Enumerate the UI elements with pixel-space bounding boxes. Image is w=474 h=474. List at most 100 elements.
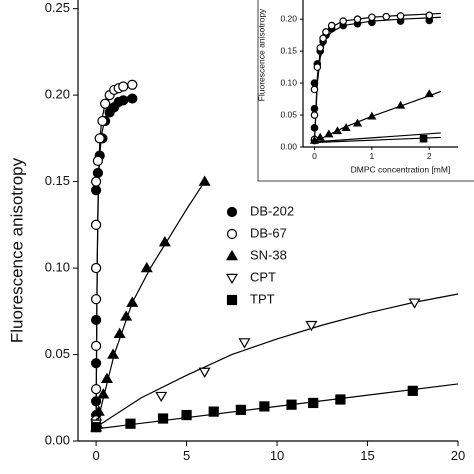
marker xyxy=(316,44,325,52)
marker xyxy=(424,89,434,98)
marker xyxy=(407,385,418,396)
fit-line xyxy=(95,94,133,429)
marker xyxy=(367,111,377,120)
marker xyxy=(396,100,406,109)
marker xyxy=(327,21,336,30)
marker xyxy=(97,115,108,127)
marker xyxy=(118,81,129,92)
x-tick-label: 10 xyxy=(270,448,284,463)
marker xyxy=(319,34,327,43)
marker xyxy=(425,11,434,20)
marker xyxy=(126,296,139,307)
y-tick-label: 0.05 xyxy=(280,109,297,119)
marker xyxy=(322,28,330,36)
x-axis-label: DMPC concentration [mM] xyxy=(351,164,451,174)
marker xyxy=(238,338,251,349)
marker xyxy=(235,404,246,415)
legend-label: SN-38 xyxy=(250,247,287,262)
x-tick-label: 0 xyxy=(312,151,317,161)
marker xyxy=(90,294,102,305)
x-tick-label: 15 xyxy=(360,448,374,463)
marker xyxy=(181,409,192,421)
legend: DB-202 DB-67 SN-38 CPT TPT xyxy=(226,203,294,306)
fit-line xyxy=(95,293,459,428)
marker xyxy=(226,249,238,261)
marker xyxy=(125,418,136,429)
marker xyxy=(286,399,297,410)
marker xyxy=(226,273,238,285)
marker xyxy=(155,391,168,403)
fit-line xyxy=(96,383,459,430)
marker xyxy=(315,132,325,141)
main-chart: 0.000.050.100.150.200.250 5 10 15 20Fluoresc… xyxy=(7,0,465,463)
inset-chart: 0.00 0.05 0.10 0.15 0.20 0 1 2 Fluorescence anis… xyxy=(256,0,474,182)
marker xyxy=(100,372,113,383)
marker xyxy=(310,104,319,113)
marker xyxy=(90,384,102,395)
fit-line xyxy=(314,136,441,144)
marker xyxy=(396,12,405,20)
x-tick-label: 2 xyxy=(427,151,432,161)
marker xyxy=(198,175,211,186)
marker xyxy=(107,348,120,359)
marker xyxy=(352,118,363,127)
marker xyxy=(118,95,129,106)
y-axis-label: Fluorescence anisotropy xyxy=(256,8,266,101)
inset-background xyxy=(257,0,474,182)
marker xyxy=(158,235,171,247)
y-tick-label: 0.00 xyxy=(45,432,70,447)
marker xyxy=(100,98,111,109)
marker xyxy=(419,134,428,143)
y-tick-label: 0.05 xyxy=(45,346,70,361)
marker xyxy=(92,155,104,166)
marker xyxy=(92,405,105,416)
marker xyxy=(90,176,102,187)
marker xyxy=(310,111,319,119)
marker xyxy=(332,126,343,135)
x-tick-label: 20 xyxy=(451,448,465,463)
y-tick-label: 0.00 xyxy=(280,141,297,151)
marker xyxy=(157,413,169,424)
marker xyxy=(259,401,270,412)
marker xyxy=(339,17,347,25)
marker xyxy=(308,397,319,409)
marker xyxy=(408,298,421,309)
marker xyxy=(198,367,211,378)
marker xyxy=(313,63,322,71)
y-tick-label: 0.25 xyxy=(45,0,70,15)
legend-label: CPT xyxy=(250,269,276,284)
marker xyxy=(92,167,104,179)
marker xyxy=(341,123,351,131)
marker xyxy=(127,79,138,90)
legend-label: DB-67 xyxy=(250,225,287,240)
y-tick-label: 0.15 xyxy=(280,45,297,55)
marker xyxy=(120,310,133,321)
marker xyxy=(94,133,105,144)
marker xyxy=(368,13,376,22)
marker xyxy=(127,93,138,104)
marker xyxy=(353,15,362,23)
marker xyxy=(90,185,102,196)
marker xyxy=(140,261,153,273)
marker xyxy=(226,228,238,240)
x-tick-label: 1 xyxy=(370,151,375,161)
marker xyxy=(305,320,318,332)
y-tick-label: 0.15 xyxy=(45,173,70,188)
marker xyxy=(90,314,102,326)
fit-line xyxy=(95,181,206,428)
fit-line xyxy=(314,132,441,143)
marker xyxy=(97,388,110,399)
marker xyxy=(90,262,102,274)
marker xyxy=(90,219,102,230)
y-tick-label: 0.20 xyxy=(45,87,70,102)
marker xyxy=(208,406,219,417)
marker xyxy=(226,206,238,218)
x-tick-label: 5 xyxy=(183,448,190,463)
marker xyxy=(382,12,391,21)
x-tick-label: 0 xyxy=(92,448,99,463)
y-tick-label: 0.10 xyxy=(280,77,297,87)
y-tick-label: 0.20 xyxy=(280,13,297,23)
legend-label: DB-202 xyxy=(250,203,294,218)
y-axis-label: Fluorescence anisotropy xyxy=(7,157,26,343)
